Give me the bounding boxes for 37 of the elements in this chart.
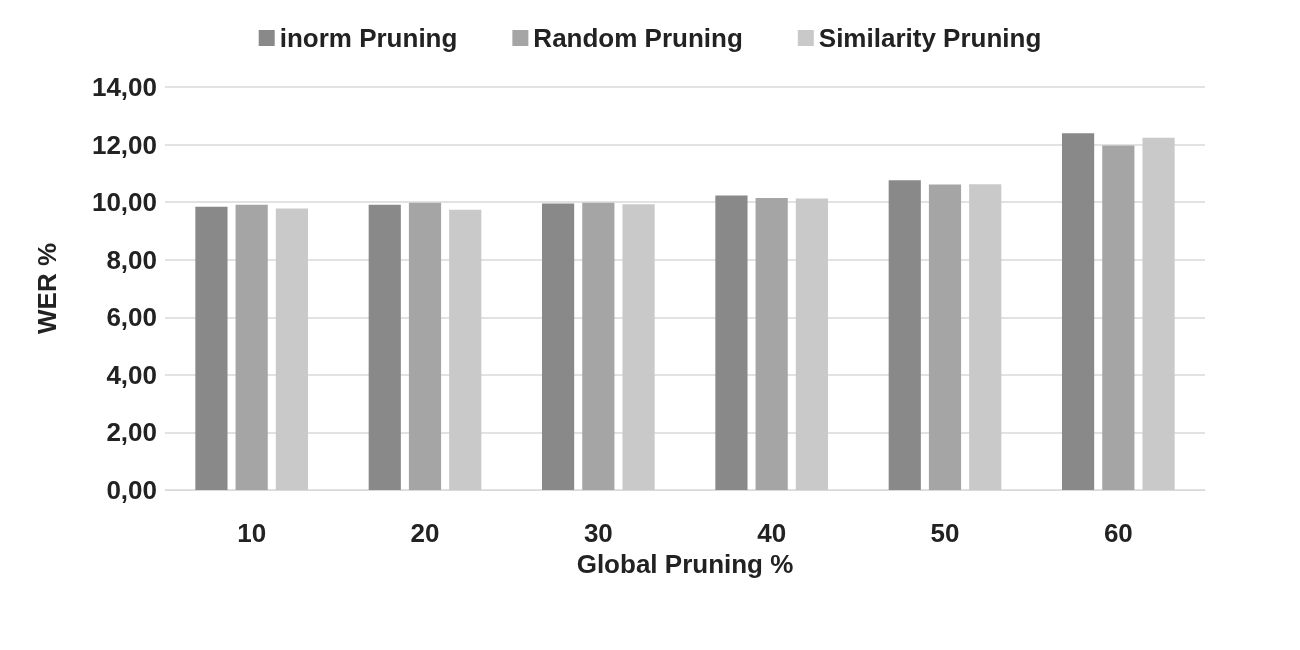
y-axis-title: WER %	[32, 243, 62, 334]
y-tick-label: 6,00	[106, 302, 157, 333]
bar	[449, 209, 482, 490]
bar	[542, 203, 575, 490]
y-tick-label: 4,00	[106, 359, 157, 390]
x-tick-label: 10	[237, 518, 267, 548]
bar	[888, 180, 921, 490]
bar	[969, 184, 1002, 490]
x-tick-label: 50	[930, 518, 960, 548]
x-tick-label: 20	[410, 518, 440, 548]
bar	[1102, 145, 1135, 490]
y-tick-label: 2,00	[106, 417, 157, 448]
bar	[795, 198, 828, 490]
bar	[622, 204, 655, 490]
bar	[408, 202, 442, 490]
x-tick-label: 60	[1103, 518, 1133, 548]
y-tick-label: 8,00	[106, 244, 157, 275]
bar	[582, 202, 615, 490]
bar	[755, 198, 788, 490]
x-tick-label: 40	[757, 518, 787, 548]
bar	[1142, 137, 1175, 490]
y-tick-label: 12,00	[91, 129, 157, 160]
bar	[195, 206, 228, 490]
bar	[928, 184, 962, 490]
y-tick-label: 14,00	[91, 72, 157, 102]
bar	[235, 204, 268, 490]
legend-label: inorm Pruning	[279, 23, 458, 53]
y-tick-label: 0,00	[106, 475, 157, 505]
bar	[368, 204, 401, 490]
x-tick-label: 30	[583, 518, 613, 548]
legend-label: Similarity Pruning	[818, 23, 1042, 53]
bar	[1062, 133, 1095, 490]
bar	[275, 208, 308, 490]
x-axis-title: Global Pruning %	[576, 548, 794, 579]
bar	[715, 195, 748, 490]
y-tick-label: 10,00	[91, 187, 157, 218]
legend-label: Random Pruning	[533, 23, 743, 53]
